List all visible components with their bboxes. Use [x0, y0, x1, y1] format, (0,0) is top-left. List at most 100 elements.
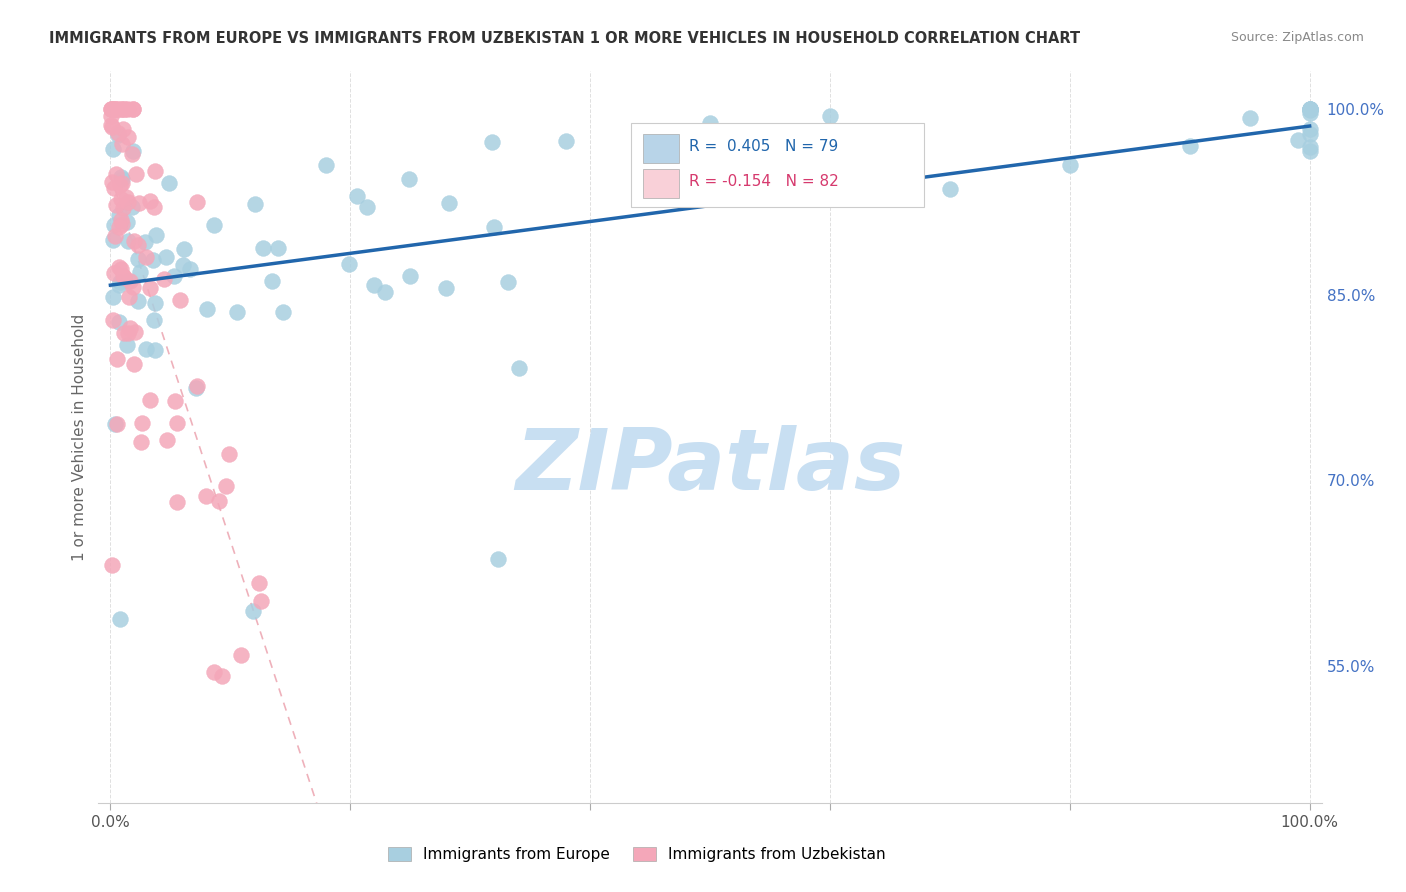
Point [156, 433, 179, 447]
Point [145, 228, 167, 243]
Point [337, 256, 360, 270]
Point [229, 648, 252, 663]
Point [143, 164, 166, 178]
Point [262, 274, 284, 288]
Point [131, 416, 153, 430]
FancyBboxPatch shape [643, 169, 679, 198]
Point [135, 342, 157, 356]
Point [103, 290, 125, 304]
Point [1298, 102, 1320, 116]
Point [101, 558, 124, 573]
Point [267, 242, 290, 256]
Point [1298, 121, 1320, 136]
Point [142, 200, 165, 214]
Point [195, 301, 218, 316]
Point [481, 135, 503, 149]
Point [398, 172, 420, 186]
Point [107, 209, 129, 223]
Point [127, 294, 149, 309]
Point [215, 479, 238, 493]
Point [101, 102, 124, 116]
Point [1059, 158, 1081, 172]
Point [105, 198, 128, 212]
Point [117, 195, 139, 210]
Text: R =  0.405   N = 79: R = 0.405 N = 79 [689, 139, 838, 154]
Point [110, 102, 132, 116]
Text: Source: ZipAtlas.com: Source: ZipAtlas.com [1230, 31, 1364, 45]
Point [135, 250, 157, 264]
Point [699, 116, 721, 130]
Point [129, 434, 152, 449]
Point [363, 277, 385, 292]
Point [399, 269, 422, 284]
Point [315, 158, 337, 172]
Point [202, 665, 225, 679]
Point [498, 275, 520, 289]
Point [115, 338, 138, 352]
Point [111, 121, 134, 136]
Point [105, 351, 128, 366]
Point [249, 594, 271, 608]
Point [1298, 140, 1320, 154]
Point [107, 220, 129, 235]
Point [118, 274, 141, 288]
Point [163, 393, 186, 408]
Point [482, 220, 505, 235]
Point [112, 269, 135, 284]
Point [103, 266, 125, 280]
Point [117, 274, 139, 288]
Point [122, 102, 145, 116]
Point [186, 194, 208, 209]
Point [122, 102, 145, 116]
Point [195, 490, 218, 504]
Point [555, 134, 578, 148]
Point [638, 184, 661, 198]
Point [117, 130, 139, 145]
Point [508, 360, 530, 375]
Point [114, 190, 136, 204]
Point [202, 218, 225, 232]
Point [114, 102, 136, 116]
Text: IMMIGRANTS FROM EUROPE VS IMMIGRANTS FROM UZBEKISTAN 1 OR MORE VEHICLES IN HOUSE: IMMIGRANTS FROM EUROPE VS IMMIGRANTS FRO… [49, 31, 1080, 46]
Point [117, 234, 139, 248]
Point [142, 253, 165, 268]
Point [166, 494, 188, 508]
Point [115, 215, 138, 229]
Point [243, 196, 266, 211]
Point [100, 119, 122, 133]
Point [111, 137, 134, 152]
Point [110, 261, 132, 276]
Point [162, 269, 184, 284]
Point [100, 109, 122, 123]
Point [1286, 133, 1309, 147]
Point [139, 392, 162, 407]
Point [1298, 128, 1320, 142]
Point [179, 261, 201, 276]
Point [104, 167, 127, 181]
Point [101, 120, 124, 134]
Point [127, 252, 149, 267]
Point [105, 102, 128, 116]
Point [110, 213, 132, 227]
Point [110, 192, 132, 206]
Point [124, 325, 146, 339]
Point [122, 234, 145, 248]
Point [169, 293, 191, 308]
Point [114, 269, 136, 284]
Point [242, 604, 264, 618]
Point [486, 552, 509, 566]
Point [143, 343, 166, 358]
Point [1298, 102, 1320, 116]
Point [143, 295, 166, 310]
Point [1298, 145, 1320, 159]
Point [434, 281, 457, 295]
Point [172, 258, 194, 272]
FancyBboxPatch shape [630, 122, 924, 207]
Point [127, 237, 149, 252]
Point [818, 109, 841, 123]
Point [122, 280, 145, 294]
Point [103, 218, 125, 232]
Point [108, 260, 131, 274]
Point [105, 102, 128, 116]
Point [110, 102, 132, 116]
